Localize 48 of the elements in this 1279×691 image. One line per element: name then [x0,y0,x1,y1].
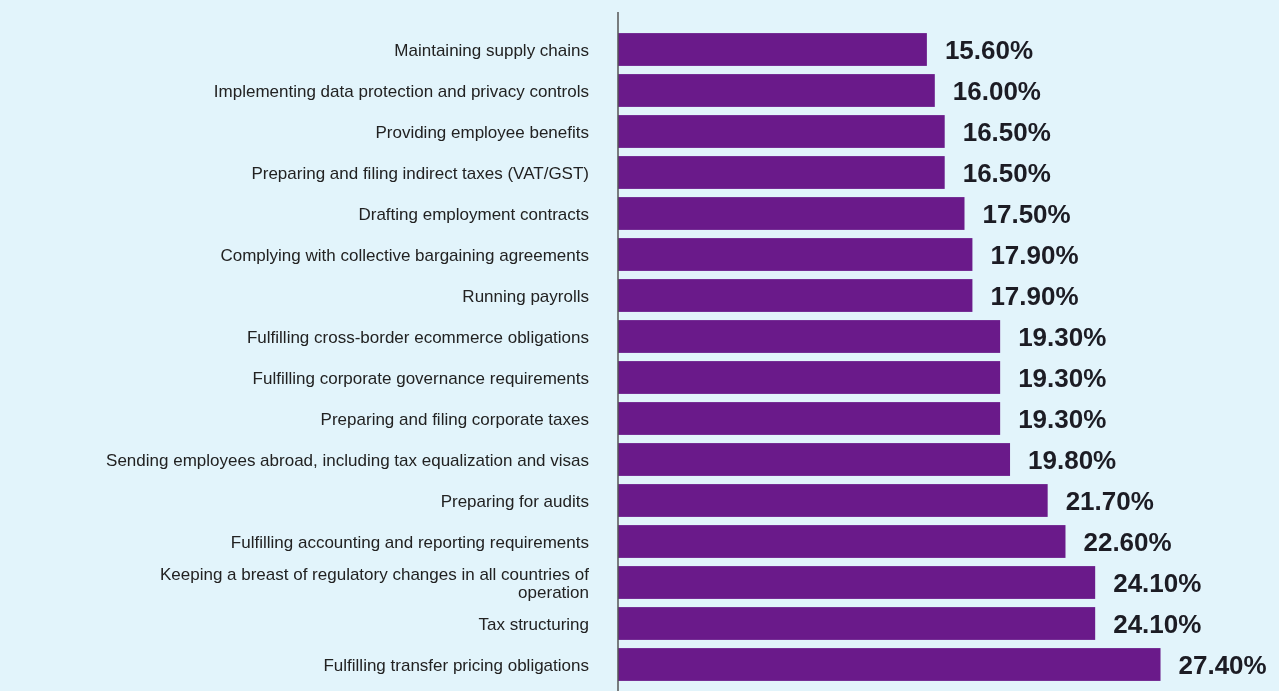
y-tick-label: Fulfilling cross-border ecommerce obligations [246,327,589,346]
bar [618,566,1096,599]
data-label: 19.80% [1028,444,1117,475]
data-label: 17.50% [982,198,1071,229]
bar [618,320,1001,353]
bar [618,74,935,107]
y-tick-label: Preparing and filing indirect taxes (VAT/GST) [251,163,589,182]
bar [618,279,973,312]
bar [618,607,1096,640]
y-tick-label: Preparing and filing corporate taxes [320,409,589,428]
bar [618,33,927,66]
bar [618,156,945,189]
data-label: 24.10% [1113,608,1202,639]
data-label: 17.90% [990,239,1079,270]
y-tick-label: Running payrolls [462,286,589,305]
y-tick-label: Fulfilling transfer pricing obligations [323,655,589,674]
y-tick-label: Fulfilling accounting and reporting requirements [230,532,589,551]
data-label: 16.50% [962,157,1051,188]
data-label: 16.00% [952,75,1041,106]
y-tick-label: Sending employees abroad, including tax equalization and visas [106,450,589,469]
y-tick-label: Maintaining supply chains [394,40,589,59]
data-label: 19.30% [1018,362,1107,393]
data-label: 19.30% [1018,403,1107,434]
y-tick-label: Providing employee benefits [375,122,589,141]
bar [618,648,1161,681]
bar [618,361,1001,394]
data-label: 22.60% [1083,526,1172,557]
data-label: 21.70% [1065,485,1154,516]
data-label: 16.50% [962,116,1051,147]
y-tick-label: Preparing for audits [440,491,589,510]
bar [618,443,1011,476]
data-label: 17.90% [990,280,1079,311]
y-tick-label: Fulfilling corporate governance requirements [252,368,589,387]
data-label: 19.30% [1018,321,1107,352]
y-tick-label: Tax structuring [478,614,589,633]
data-label: 27.40% [1178,649,1267,680]
bar [618,525,1066,558]
data-label: 24.10% [1113,567,1202,598]
y-tick-label: Drafting employment contracts [358,204,589,223]
bar [618,402,1001,435]
bar [618,197,965,230]
bar [618,238,973,271]
bar [618,484,1048,517]
data-label: 15.60% [944,34,1034,65]
y-tick-label: Complying with collective bargaining agreements [220,245,589,264]
y-tick-label: Keeping a breast of regulatory changes in all countries of operation [159,564,590,601]
y-tick-label: Implementing data protection and privacy controls [213,81,589,100]
bar [618,115,945,148]
